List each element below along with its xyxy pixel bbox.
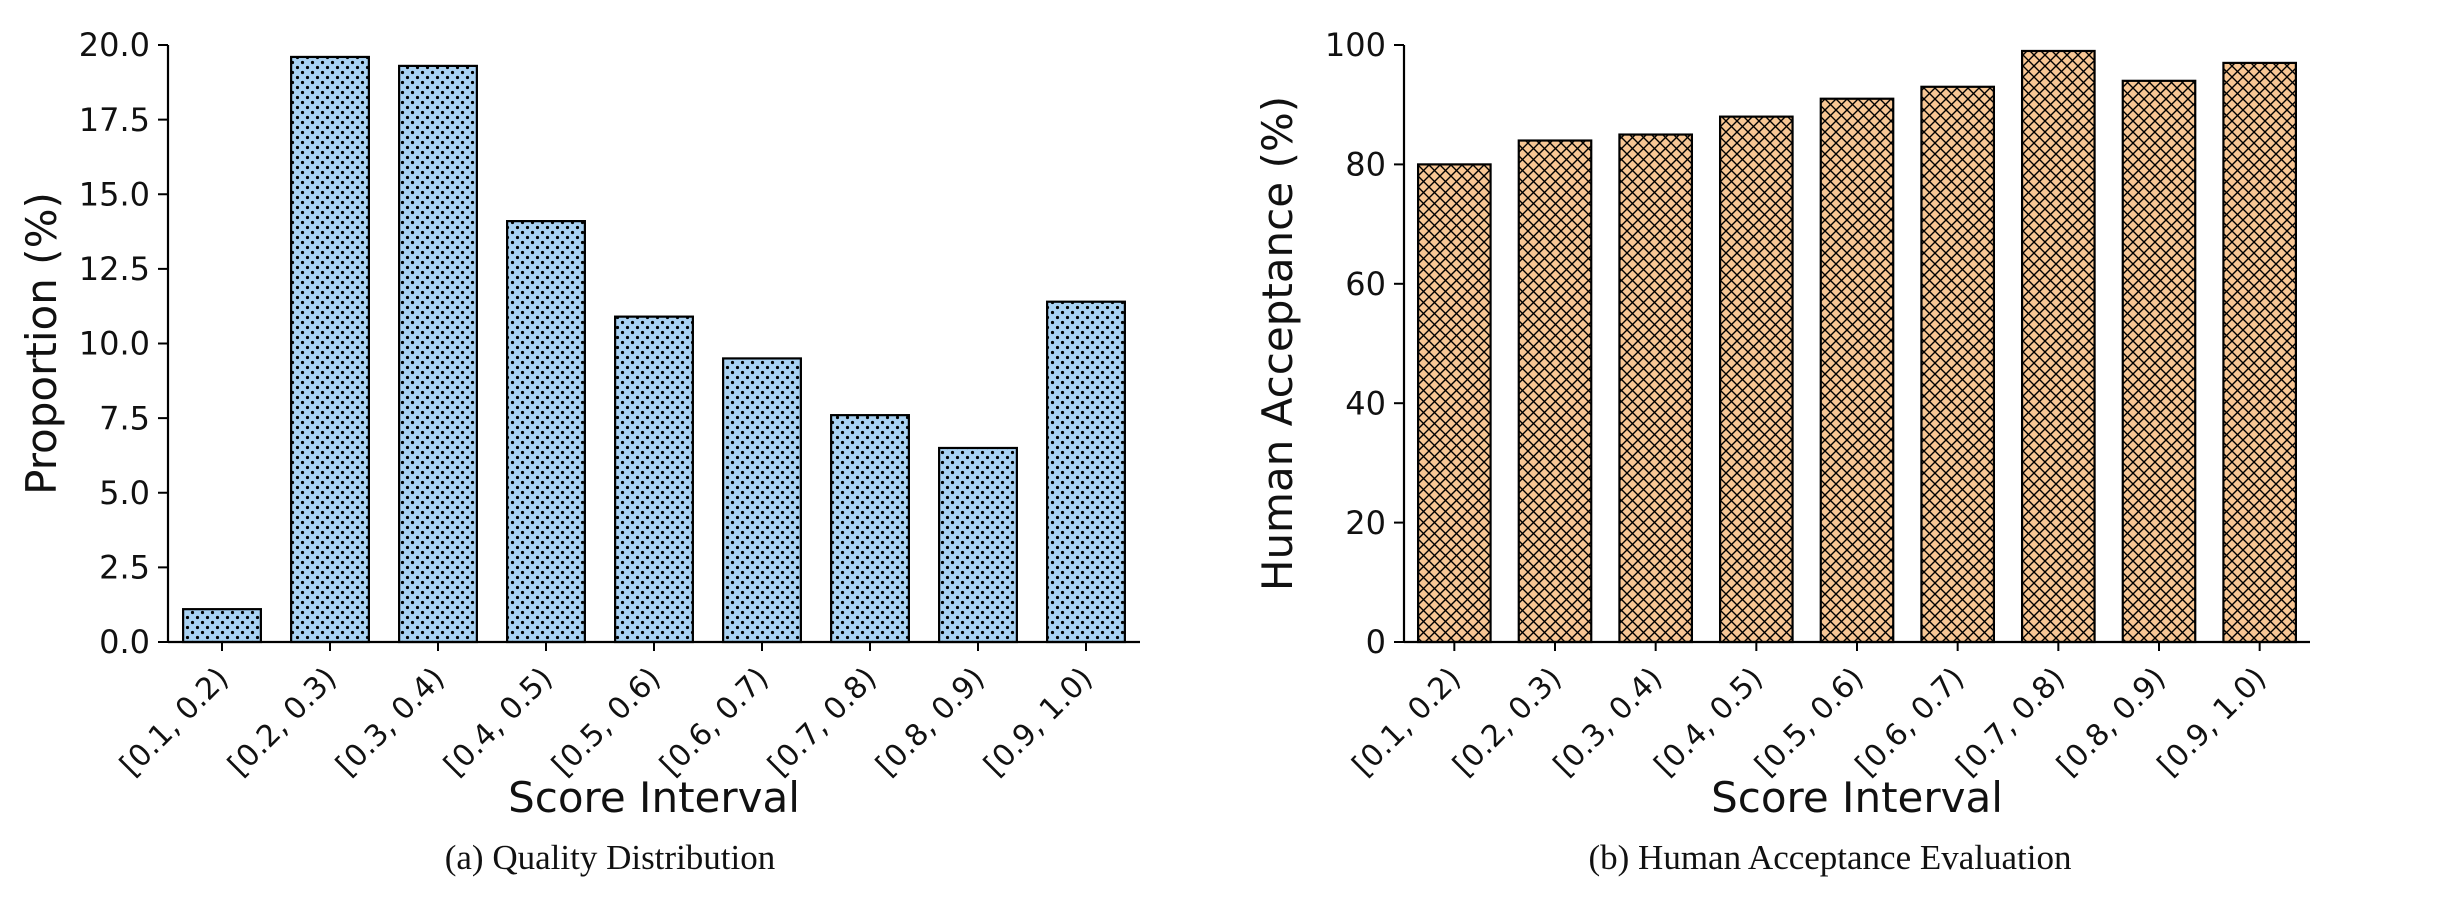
x-tick-label: [0.1, 0.2) [1346,661,1468,783]
x-tick-label: [0.6, 0.7) [1849,661,1971,783]
x-tick-label: [0.9, 1.0) [977,661,1099,783]
x-tick-label: [0.2, 0.3) [221,661,343,783]
x-tick-label: [0.5, 0.6) [545,661,667,783]
panel-human-acceptance: 0 20 40 60 80 100 [0.1, 0.2) [0.2, 0.3) [0.3, 0.… [1220,0,2440,916]
y-axis-label: Proportion (%) [17,192,66,495]
x-tick-label: [0.4, 0.5) [437,661,559,783]
x-tick-label: [0.6, 0.7) [653,661,775,783]
caption-human-acceptance: (b) Human Acceptance Evaluation [1588,838,2072,877]
bar-hatch [2223,62,2296,643]
y-tick-label: 80 [1345,146,1386,184]
y-tick-label: 17.5 [79,101,150,139]
x-tick-label: [0.7, 0.8) [761,661,883,783]
x-tick-label: [0.9, 1.0) [2151,661,2273,783]
x-axis-label: Score Interval [1711,773,2003,822]
x-axis-label: Score Interval [508,773,800,822]
y-axis-label: Human Acceptance (%) [1253,96,1302,591]
bar-hatch [723,358,801,642]
caption-quality-distribution: (a) Quality Distribution [444,838,776,877]
human-acceptance-chart: 0 20 40 60 80 100 [0.1, 0.2)[0.2, 0.3)[0.3, 0.… [1253,26,2310,822]
y-tick-label: 20 [1345,504,1386,542]
y-tick-label: 40 [1345,384,1386,422]
y-tick-label: 100 [1325,26,1386,64]
y-tick-label: 60 [1345,265,1386,303]
x-tick-label: [0.3, 0.4) [329,661,451,783]
bar-hatch [291,56,369,642]
bar-hatch [1418,164,1491,642]
bar-hatch [615,316,693,642]
x-tick-label: [0.7, 0.8) [1950,661,2072,783]
y-tick-label: 7.5 [99,399,150,437]
y-tick-label: 2.5 [99,549,150,587]
bar-hatch [831,415,909,642]
bar-hatch [1047,301,1125,642]
y-tick-label: 0 [1366,623,1386,661]
x-tick-label: [0.8, 0.9) [2050,661,2172,783]
y-tick-label: 0.0 [99,623,150,661]
y-tick-label: 10.0 [79,325,150,363]
y-tick-label: 12.5 [79,250,150,288]
bar-hatch [183,609,261,642]
bar-hatch [507,221,585,643]
bar-hatch [399,65,477,642]
x-tick-label: [0.2, 0.3) [1446,661,1568,783]
bar-hatch [2122,80,2196,642]
bar-hatch [1518,140,1592,642]
x-tick-label: [0.8, 0.9) [869,661,991,783]
bar-hatch [2022,50,2095,643]
x-tick-label: [0.5, 0.6) [1748,661,1870,783]
bar-hatch [1619,134,1692,643]
quality-distribution-chart: 0.0 2.5 5.0 7.5 10.0 12.5 15.0 17.5 20.0 [0.1, 0.… [17,26,1140,822]
bar-hatch [939,447,1017,642]
x-tick-label: [0.1, 0.2) [113,661,235,783]
bar-hatch [1720,116,1793,642]
y-tick-label: 20.0 [79,26,150,64]
y-tick-label: 15.0 [79,175,150,213]
bar-hatch [1921,86,1994,643]
bar-hatch [1820,98,1894,643]
x-tick-label: [0.3, 0.4) [1547,661,1669,783]
panel-quality-distribution: 0.0 2.5 5.0 7.5 10.0 12.5 15.0 17.5 20.0 [0.1, 0.… [17,26,1140,877]
x-tick-label: [0.4, 0.5) [1648,661,1770,783]
y-tick-label: 5.0 [99,474,150,512]
